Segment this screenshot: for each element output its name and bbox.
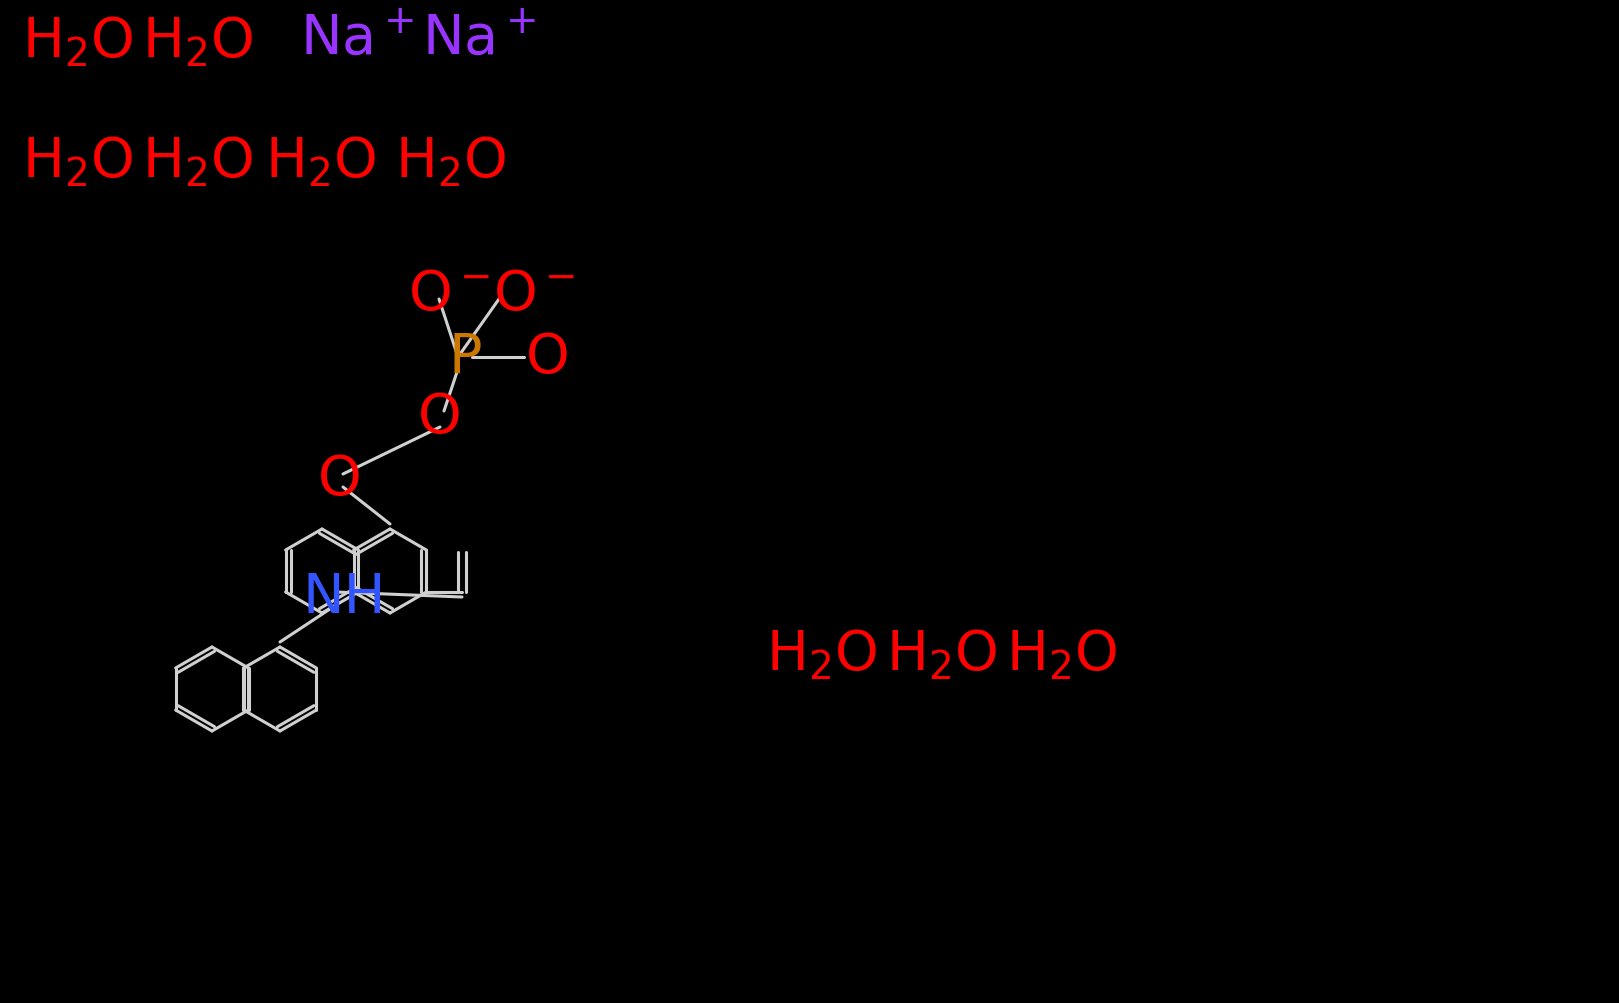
Text: NH: NH xyxy=(303,571,385,625)
Text: H$_2$O: H$_2$O xyxy=(395,134,507,189)
Text: H$_2$O: H$_2$O xyxy=(23,15,133,69)
Text: O: O xyxy=(418,390,461,444)
Text: O: O xyxy=(317,452,361,507)
Text: Na$^+$: Na$^+$ xyxy=(300,11,414,65)
Text: H$_2$O: H$_2$O xyxy=(23,134,133,189)
Text: H$_2$O: H$_2$O xyxy=(142,134,253,189)
Text: H$_2$O: H$_2$O xyxy=(1005,627,1117,681)
Text: O$^-$: O$^-$ xyxy=(408,268,491,322)
Text: H$_2$O: H$_2$O xyxy=(142,15,253,69)
Text: H$_2$O: H$_2$O xyxy=(766,627,877,681)
Text: O: O xyxy=(526,331,570,384)
Text: Na$^+$: Na$^+$ xyxy=(423,11,536,65)
Text: P: P xyxy=(448,331,481,384)
Text: O$^-$: O$^-$ xyxy=(494,268,575,322)
Text: H$_2$O: H$_2$O xyxy=(886,627,997,681)
Text: H$_2$O: H$_2$O xyxy=(266,134,376,189)
